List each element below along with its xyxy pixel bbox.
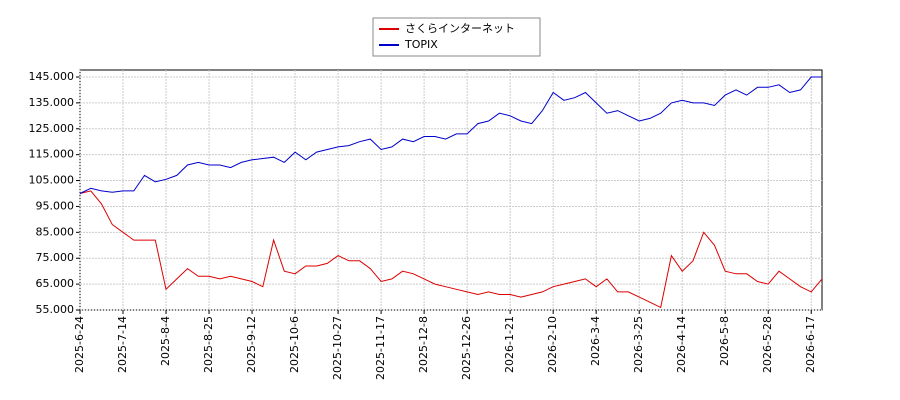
- x-tick-label: 2026-3-25: [632, 316, 645, 373]
- y-tick-label: 125.000: [29, 122, 75, 135]
- y-tick-label: 115.000: [29, 148, 75, 161]
- legend-box: [372, 17, 541, 57]
- x-tick-label: 2025-11-17: [374, 316, 387, 380]
- x-tick-label: 2026-2-10: [546, 316, 559, 373]
- y-tick-label: 95.000: [36, 199, 75, 212]
- series-line: [79, 76, 822, 194]
- x-tick-label: 2025-7-14: [116, 316, 129, 373]
- series-line: [79, 190, 823, 309]
- x-tick-label: 2026-4-14: [675, 316, 688, 373]
- y-tick-label: 105.000: [29, 174, 75, 187]
- y-tick-label: 85.000: [36, 225, 75, 238]
- x-tick-label: 2025-12-26: [460, 316, 473, 380]
- legend-label: さくらインターネット: [405, 22, 515, 35]
- x-tick-label: 2025-6-24: [73, 316, 86, 373]
- y-tick-label: 75.000: [36, 251, 75, 264]
- y-tick-label: 65.000: [36, 277, 75, 290]
- plot-frame: [79, 69, 823, 311]
- legend-label: TOPIX: [404, 38, 438, 51]
- x-tick-label: 2025-9-12: [245, 316, 258, 373]
- y-tick-label: 55.000: [36, 303, 75, 316]
- x-tick-label: 2025-8-4: [159, 316, 172, 366]
- x-tick-label: 2025-12-8: [417, 316, 430, 373]
- legend: さくらインターネット TOPIX: [372, 17, 541, 57]
- y-tick-label: 135.000: [29, 96, 75, 109]
- x-tick-label: 2026-1-21: [503, 316, 516, 373]
- x-tick-label: 2026-5-28: [761, 316, 774, 373]
- x-tick-label: 2025-10-27: [331, 316, 344, 380]
- x-tick-label: 2026-6-17: [804, 316, 817, 373]
- x-tick-label: 2026-5-8: [718, 316, 731, 366]
- x-tick-label: 2025-8-25: [202, 316, 215, 373]
- x-tick-label: 2025-10-6: [288, 316, 301, 373]
- y-tick-label: 145.000: [29, 70, 75, 83]
- x-tick-label: 2026-3-4: [589, 316, 602, 366]
